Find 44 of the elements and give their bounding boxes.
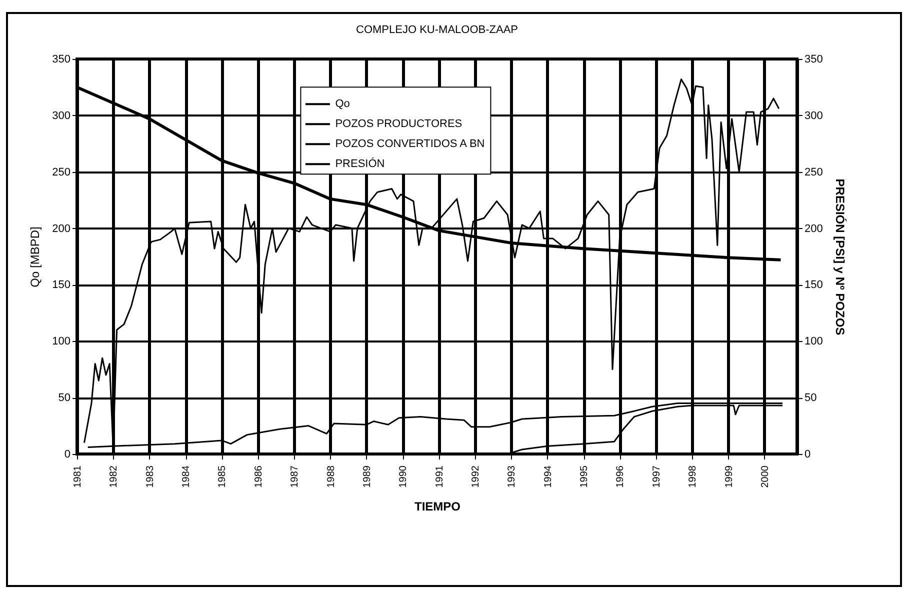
- x-axis-title: TIEMPO: [414, 500, 461, 514]
- y2-tick-label: 100: [804, 336, 823, 348]
- x-tick-label: 1993: [506, 465, 518, 488]
- y2-tick-label: 150: [804, 279, 823, 292]
- y-tick-label: 0: [64, 448, 70, 460]
- x-tick-label: 1987: [290, 465, 301, 488]
- x-tick-label: 1998: [688, 465, 699, 488]
- y2-tick-label: 0: [804, 448, 811, 460]
- x-tick-label: 1981: [72, 465, 84, 488]
- y2-tick-label: 200: [804, 222, 823, 235]
- chart-title: COMPLEJO KU-MALOOB-ZAAP: [356, 24, 518, 36]
- y2-axis-title: PRESIÓN [PSI] y Nº POZOS: [832, 178, 847, 336]
- y-tick-label: 250: [52, 166, 70, 178]
- y2-tick-label: 250: [804, 166, 823, 178]
- x-tick-label: 1984: [181, 465, 192, 488]
- x-tick-label: 1999: [724, 465, 735, 488]
- x-tick-label: 1996: [615, 465, 626, 488]
- y2-tick-label: 350: [804, 54, 823, 66]
- x-tick-label: 1995: [579, 465, 590, 488]
- y-tick-label: 100: [52, 336, 70, 348]
- y-axis-title: Qo [MBPD]: [28, 226, 42, 288]
- legend-label: Qo: [335, 98, 350, 110]
- y2-tick-label: 50: [804, 392, 817, 404]
- x-tick-label: 1997: [651, 465, 662, 488]
- x-tick-label: 1982: [108, 465, 120, 488]
- legend-label: POZOS CONVERTIDOS A BN: [335, 138, 485, 150]
- y-tick-label: 300: [52, 110, 70, 122]
- x-tick-label: 2000: [760, 465, 771, 488]
- x-tick-label: 1989: [362, 465, 373, 488]
- legend-label: POZOS PRODUCTORES: [335, 118, 462, 130]
- x-tick-label: 1991: [434, 465, 446, 488]
- x-tick-label: 1986: [253, 465, 264, 488]
- x-tick-label: 1985: [217, 465, 228, 488]
- y-tick-label: 50: [58, 392, 70, 404]
- x-tick-label: 1990: [398, 465, 410, 488]
- x-tick-label: 1992: [470, 465, 482, 488]
- legend-label: PRESIÓN: [335, 157, 385, 170]
- y-tick-label: 200: [52, 222, 70, 235]
- x-tick-label: 1994: [542, 465, 554, 488]
- y2-tick-label: 300: [804, 110, 823, 122]
- y-tick-label: 350: [52, 54, 70, 66]
- x-tick-label: 1983: [144, 465, 156, 488]
- y-tick-label: 150: [52, 279, 70, 292]
- x-tick-label: 1988: [326, 465, 337, 488]
